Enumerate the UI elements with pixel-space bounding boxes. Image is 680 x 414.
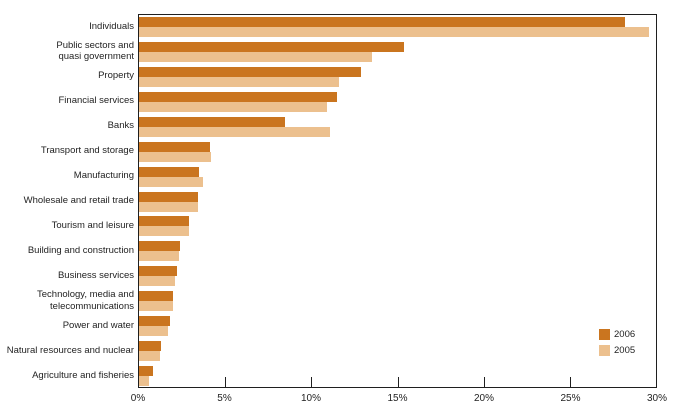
category-row <box>139 214 656 239</box>
bar-2006 <box>139 366 153 377</box>
category-label: Business services <box>57 269 134 281</box>
x-axis-tick-label: 20% <box>473 393 495 404</box>
x-axis-tick-label: 15% <box>387 393 408 404</box>
legend-swatch-2005 <box>599 344 610 356</box>
bar-2006 <box>139 341 162 352</box>
bar-2005 <box>139 326 169 337</box>
category-row <box>139 40 656 65</box>
x-axis-tick-label: 0% <box>130 393 146 404</box>
category-row <box>139 289 656 314</box>
bar-2006 <box>139 141 210 152</box>
category-row <box>139 115 656 140</box>
bar-2005 <box>139 76 339 87</box>
x-axis-tick-label: 25% <box>560 393 581 404</box>
category-row <box>139 239 656 264</box>
bar-2005 <box>139 27 650 37</box>
bar-2006 <box>139 116 286 127</box>
category-label: Individuals <box>89 20 134 32</box>
bar-2006 <box>139 41 405 52</box>
category-label: Public sectors and quasi government <box>56 39 134 63</box>
x-axis-tick-label: 5% <box>217 393 232 404</box>
category-row <box>139 90 656 115</box>
category-label: Agriculture and fisheries <box>32 369 134 381</box>
bar-2006 <box>139 216 189 227</box>
category-label: Manufacturing <box>73 170 134 182</box>
bar-2005 <box>139 351 160 362</box>
bar-2006 <box>139 291 174 302</box>
category-label: Power and water <box>62 319 134 331</box>
bar-2006 <box>139 241 181 252</box>
category-label: Building and construction <box>27 244 134 256</box>
category-row <box>139 15 656 40</box>
bar-2005 <box>139 126 331 137</box>
x-axis-tick <box>225 377 227 387</box>
legend-item-2005: 2005 <box>599 342 635 358</box>
x-axis-tick <box>569 377 571 387</box>
legend-swatch-2006 <box>599 328 610 340</box>
category-row <box>139 190 656 215</box>
category-row <box>139 65 656 90</box>
bar-2005 <box>139 251 179 262</box>
plot-area <box>138 14 657 388</box>
bar-2005 <box>139 376 150 387</box>
category-row <box>139 165 656 190</box>
legend-label-2005: 2005 <box>614 344 636 356</box>
category-label: Banks <box>107 120 134 132</box>
category-row <box>139 364 656 389</box>
category-label: Wholesale and retail trade <box>23 195 134 207</box>
bar-2005 <box>139 201 198 212</box>
x-axis-tick-label: 30% <box>646 393 668 404</box>
bar-2005 <box>139 276 176 287</box>
category-row <box>139 140 656 165</box>
category-label: Natural resources and nuclear <box>6 344 134 356</box>
x-axis-tick <box>483 377 485 387</box>
bar-2006 <box>139 66 362 77</box>
bar-2005 <box>139 176 203 187</box>
bar-2006 <box>139 316 171 327</box>
x-axis-tick <box>397 377 399 387</box>
bar-2005 <box>139 101 327 112</box>
category-label: Property <box>98 70 134 82</box>
category-row <box>139 314 656 339</box>
bar-2006 <box>139 91 338 102</box>
category-row <box>139 264 656 289</box>
legend-label-2006: 2006 <box>614 328 636 340</box>
category-row <box>139 339 656 364</box>
category-label: Technology, media and telecommunications <box>37 288 134 312</box>
x-axis-tick-label: 10% <box>300 393 322 404</box>
legend: 2006 2005 <box>599 326 635 358</box>
category-label: Transport and storage <box>40 145 134 157</box>
bar-2005 <box>139 301 174 312</box>
bar-2006 <box>139 266 177 277</box>
bar-2006 <box>139 191 198 202</box>
category-label: Tourism and leisure <box>51 219 134 231</box>
bar-2005 <box>139 51 372 62</box>
legend-item-2006: 2006 <box>599 326 635 342</box>
category-label: Financial services <box>58 95 135 107</box>
bar-2006 <box>139 166 200 177</box>
bar-2006 <box>139 17 625 27</box>
x-axis-tick <box>311 377 313 387</box>
bar-2005 <box>139 151 212 162</box>
bar-2005 <box>139 226 189 237</box>
